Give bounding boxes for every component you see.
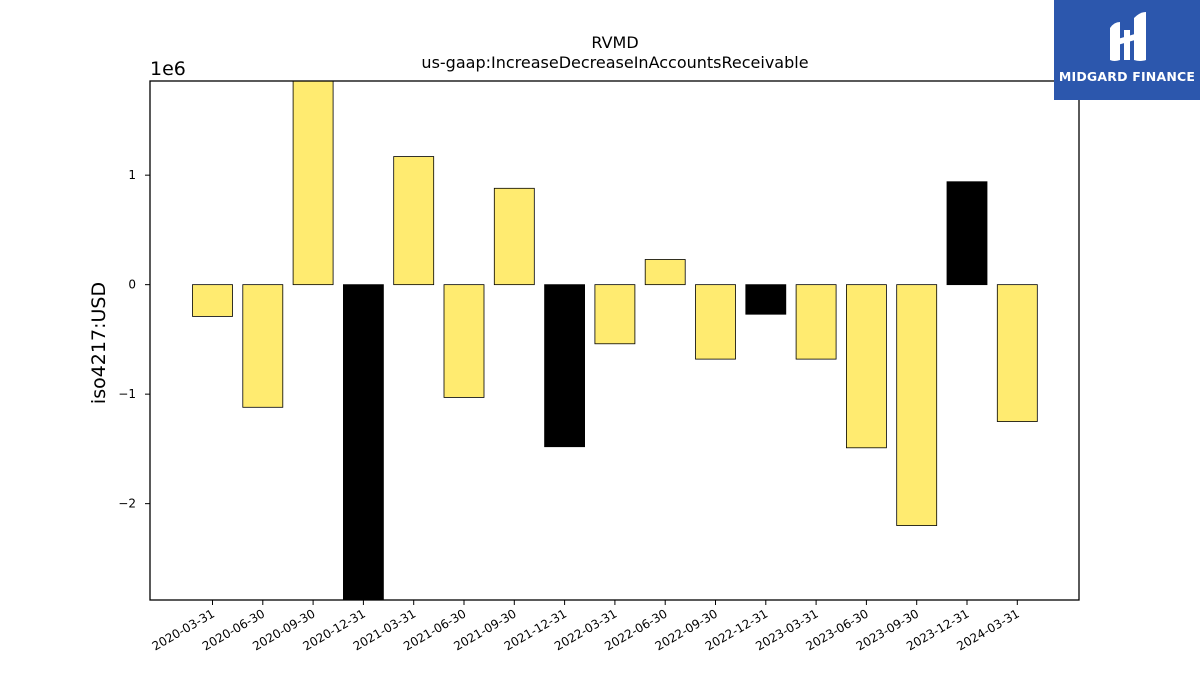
bar-2023-06-30 bbox=[846, 284, 887, 449]
bar-2022-06-30 bbox=[644, 259, 686, 286]
bar-2022-03-31 bbox=[594, 284, 636, 345]
y-tick-label: −2 bbox=[118, 497, 136, 511]
bar-2020-09-30 bbox=[292, 80, 334, 286]
chart-title: RVMD bbox=[591, 33, 638, 52]
chart-subtitle: us-gaap:IncreaseDecreaseInAccountsReceiv… bbox=[421, 53, 808, 72]
bar-2021-03-31 bbox=[393, 156, 435, 286]
logo-text: MIDGARD FINANCE bbox=[1058, 69, 1196, 84]
bar-2024-03-31 bbox=[996, 284, 1038, 422]
bar-2021-06-30 bbox=[443, 284, 485, 398]
bar-2023-09-30 bbox=[896, 284, 938, 526]
bar-2022-09-30 bbox=[695, 284, 736, 360]
y-tick-label: 0 bbox=[128, 278, 136, 292]
bar-2020-12-31 bbox=[342, 284, 384, 601]
bars-layer bbox=[192, 80, 1038, 601]
midgard-finance-logo: MIDGARD FINANCE bbox=[1054, 0, 1200, 100]
y-tick-label: 1 bbox=[128, 168, 136, 182]
bar-2020-06-30 bbox=[242, 284, 284, 408]
y-ticks-layer: 1 0 −1 −2 bbox=[118, 168, 150, 511]
y-multiplier-label: 1e6 bbox=[150, 58, 186, 80]
plot-frame bbox=[149, 80, 1080, 601]
y-axis-label: iso4217:USD bbox=[88, 282, 110, 404]
y-tick-label: −1 bbox=[118, 387, 136, 401]
bar-2021-12-31 bbox=[544, 284, 585, 448]
bar-2021-09-30 bbox=[493, 187, 535, 286]
midgard-logo-mark-icon bbox=[1110, 12, 1146, 61]
bar-2023-03-31 bbox=[795, 284, 837, 360]
x-ticks-layer: 2020-03-312020-06-302020-09-302020-12-31… bbox=[150, 600, 1022, 653]
bar-2023-12-31 bbox=[946, 181, 988, 286]
bar-2020-03-31 bbox=[192, 284, 233, 317]
bar-2022-12-31 bbox=[745, 284, 787, 315]
